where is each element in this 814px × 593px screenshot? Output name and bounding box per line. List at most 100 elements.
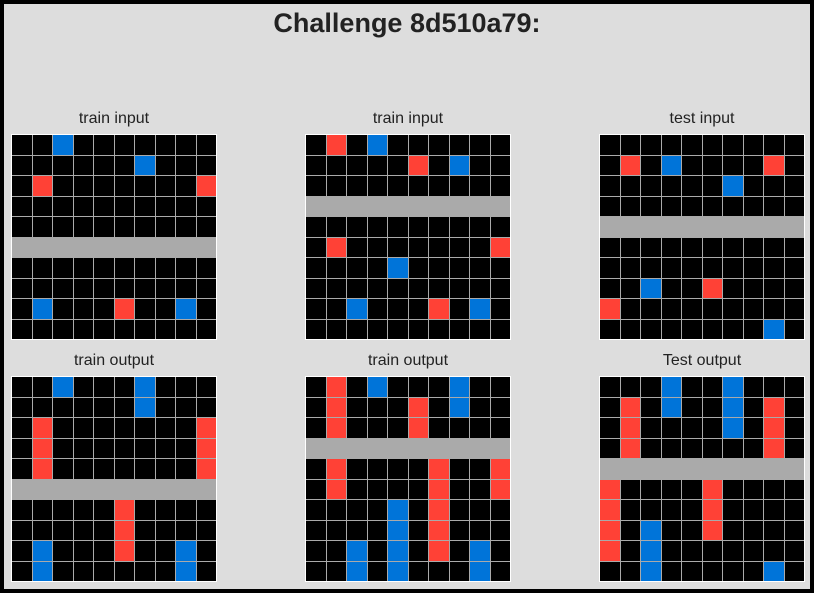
grid-cell — [620, 176, 640, 196]
grid-cell — [347, 278, 367, 298]
grid-cell — [661, 561, 681, 581]
grid-cell — [408, 319, 428, 339]
grid-cell — [490, 237, 510, 257]
grid-cell — [73, 438, 93, 458]
grid-cell — [600, 377, 620, 397]
grid-cell — [702, 299, 722, 319]
grid-cell — [326, 377, 346, 397]
grid-cell — [135, 459, 155, 479]
grid-test-input — [599, 134, 805, 340]
grid-cell — [408, 520, 428, 540]
grid-cell — [114, 299, 134, 319]
grid-cell — [73, 541, 93, 561]
grid-cell — [53, 500, 73, 520]
grid-cell — [600, 155, 620, 175]
grid-cell — [73, 520, 93, 540]
grid-cell — [429, 135, 449, 155]
grid-cell — [94, 278, 114, 298]
grid-cell — [135, 278, 155, 298]
grid-cell — [743, 561, 763, 581]
grid-cell — [12, 135, 32, 155]
grid-cell — [367, 561, 387, 581]
grid-cell — [53, 520, 73, 540]
grid-cell — [470, 237, 490, 257]
grid-cell — [743, 299, 763, 319]
grid-cell — [743, 237, 763, 257]
grid-cell — [347, 237, 367, 257]
grid-cell — [702, 541, 722, 561]
grid-cell — [470, 319, 490, 339]
grid-cell — [784, 541, 804, 561]
grid-cell — [306, 459, 326, 479]
grid-cell — [784, 258, 804, 278]
grid-cell — [449, 176, 469, 196]
grid-cell — [702, 135, 722, 155]
grid-cell — [388, 278, 408, 298]
grid-cell — [641, 377, 661, 397]
panel-label: train output — [73, 352, 155, 369]
grid-cell — [347, 520, 367, 540]
grid-cell — [12, 377, 32, 397]
grid-cell — [388, 500, 408, 520]
grid-cell — [367, 418, 387, 438]
grid-cell — [600, 299, 620, 319]
grid-cell — [155, 541, 175, 561]
grid-cell — [12, 319, 32, 339]
grid-cell — [470, 135, 490, 155]
grid-cell — [347, 196, 367, 216]
grid-cell — [196, 397, 216, 417]
grid-cell — [306, 135, 326, 155]
grid-cell — [408, 278, 428, 298]
grid-cell — [135, 520, 155, 540]
grid-cell — [176, 217, 196, 237]
grid-train-input-2 — [305, 134, 511, 340]
grid-cell — [682, 561, 702, 581]
grid-cell — [408, 299, 428, 319]
grid-cell — [764, 479, 784, 499]
grid-cell — [53, 176, 73, 196]
grid-cell — [388, 561, 408, 581]
grid-cell — [682, 278, 702, 298]
grid-cell — [196, 418, 216, 438]
grid-cell — [176, 520, 196, 540]
grid-cell — [73, 196, 93, 216]
grid-cell — [196, 541, 216, 561]
grid-cell — [367, 278, 387, 298]
grid-cell — [155, 479, 175, 499]
grid-cell — [367, 299, 387, 319]
grid-cell — [743, 135, 763, 155]
grid-cell — [306, 155, 326, 175]
grid-cell — [32, 155, 52, 175]
grid-cell — [723, 500, 743, 520]
grid-cell — [326, 217, 346, 237]
grid-cell — [347, 155, 367, 175]
grid-cell — [764, 278, 784, 298]
grid-cell — [661, 258, 681, 278]
grid-cell — [32, 377, 52, 397]
grid-cell — [641, 278, 661, 298]
grid-cell — [408, 459, 428, 479]
grid-cell — [408, 438, 428, 458]
grid-cell — [490, 459, 510, 479]
grid-cell — [784, 377, 804, 397]
grid-cell — [114, 561, 134, 581]
grid-cell — [743, 155, 763, 175]
grid-cell — [347, 258, 367, 278]
grid-cell — [94, 418, 114, 438]
grid-cell — [702, 418, 722, 438]
panel-label: Test output — [662, 352, 742, 369]
grid-cell — [682, 135, 702, 155]
grid-cell — [196, 258, 216, 278]
grid-cell — [408, 541, 428, 561]
grid-cell — [12, 418, 32, 438]
grid-cell — [347, 299, 367, 319]
grid-cell — [306, 319, 326, 339]
grid-cell — [32, 520, 52, 540]
grid-cell — [367, 258, 387, 278]
grid-cell — [641, 217, 661, 237]
grid-cell — [326, 479, 346, 499]
grid-cell — [490, 217, 510, 237]
grid-cell — [743, 459, 763, 479]
grid-cell — [449, 237, 469, 257]
grid-cell — [764, 176, 784, 196]
